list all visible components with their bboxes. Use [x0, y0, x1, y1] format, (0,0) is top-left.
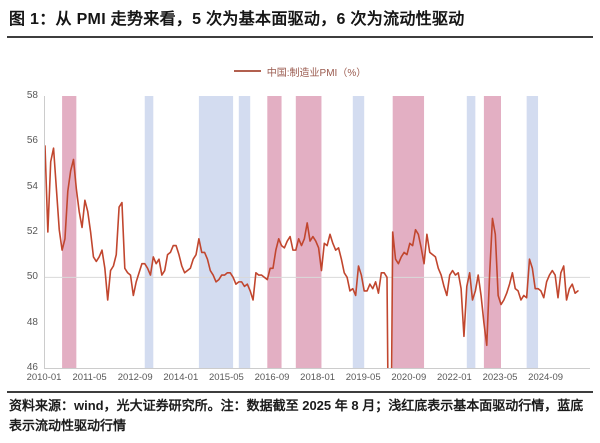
y-tick-label: 52	[26, 226, 38, 237]
band-fundamental	[392, 96, 425, 368]
pmi-line	[45, 145, 579, 368]
band-liquidity	[352, 96, 365, 368]
x-tick-label: 2020-09	[391, 372, 427, 383]
x-tick-label: 2018-01	[300, 372, 336, 383]
figure-title: 图 1：从 PMI 走势来看，5 次为基本面驱动，6 次为流动性驱动	[9, 11, 465, 28]
legend-line-swatch	[233, 70, 261, 72]
band-fundamental	[62, 96, 77, 368]
y-tick-label: 46	[26, 362, 38, 373]
band-fundamental	[267, 96, 282, 368]
x-tick-label: 2019-05	[345, 372, 381, 383]
y-tick-label: 56	[26, 135, 38, 147]
y-tick-label: 48	[26, 316, 38, 328]
plot-area	[44, 96, 590, 369]
x-tick-label: 2024-09	[528, 372, 564, 383]
x-tick-label: 2014-01	[163, 372, 199, 383]
x-tick-label: 2015-05	[208, 372, 244, 383]
band-liquidity	[466, 96, 476, 368]
title-divider	[7, 36, 593, 38]
chart-legend: 中国:制造业PMI（%）	[0, 64, 600, 79]
source-note: 资料来源：wind，光大证券研究所。注：数据截至 2025 年 8 月；浅红底表…	[9, 398, 584, 434]
x-tick-label: 2012-09	[117, 372, 153, 383]
legend-label: 中国:制造业PMI（%）	[266, 67, 367, 79]
band-liquidity	[144, 96, 154, 368]
note-divider	[7, 391, 593, 393]
x-tick-label: 2010-01	[26, 372, 62, 383]
x-tick-label: 2016-09	[254, 372, 290, 383]
x-tick-label: 2023-05	[482, 372, 518, 383]
x-tick-label: 2011-05	[72, 372, 107, 383]
band-liquidity	[526, 96, 539, 368]
y-tick-label: 58	[26, 90, 38, 101]
y-tick-label: 50	[26, 271, 38, 283]
band-liquidity	[198, 96, 234, 368]
x-tick-label: 2022-01	[436, 372, 472, 383]
band-liquidity	[238, 96, 251, 368]
pmi-line-chart	[45, 96, 590, 368]
y-tick-label: 54	[26, 180, 38, 192]
